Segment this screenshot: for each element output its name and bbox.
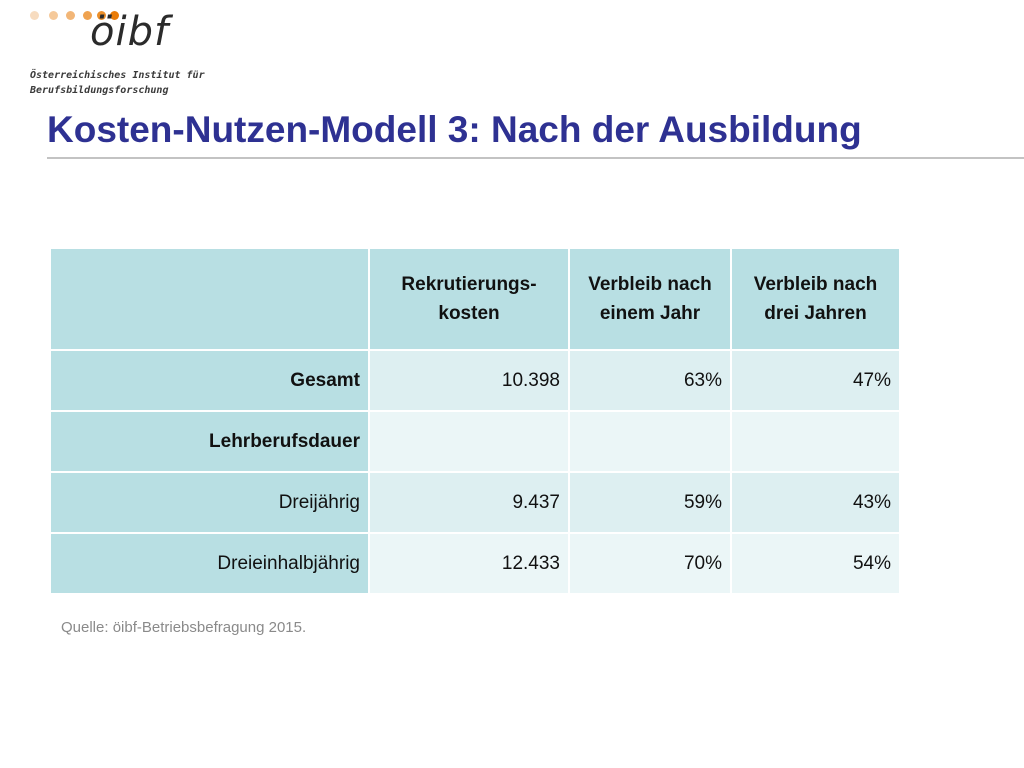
header-cell-retention-one-year: Verbleib nach einem Jahr [570, 249, 730, 349]
header-cell-empty [51, 249, 368, 349]
table-cell [370, 412, 568, 471]
table-header-row: Rekrutierungs- kosten Verbleib nach eine… [51, 249, 899, 349]
row-label: Dreijährig [51, 473, 368, 532]
table-cell: 47% [732, 351, 899, 410]
logo-dot-4 [83, 11, 92, 20]
table-cell: 43% [732, 473, 899, 532]
logo-wordmark: öibf [90, 9, 170, 55]
table-row: Dreieinhalbjährig 12.433 70% 54% [51, 534, 899, 593]
table-cell [732, 412, 899, 471]
row-label: Lehrberufsdauer [51, 412, 368, 471]
table-cell [570, 412, 730, 471]
logo-dot-5 [97, 11, 106, 20]
row-label: Gesamt [51, 351, 368, 410]
table-cell: 70% [570, 534, 730, 593]
logo-dot-3 [66, 11, 75, 20]
row-label: Dreieinhalbjährig [51, 534, 368, 593]
slide-title: Kosten-Nutzen-Modell 3: Nach der Ausbild… [47, 109, 862, 150]
table-row: Gesamt 10.398 63% 47% [51, 351, 899, 410]
table-cell: 54% [732, 534, 899, 593]
header-line: einem Jahr [599, 303, 701, 324]
logo-dot-1 [30, 11, 39, 20]
table-cell: 63% [570, 351, 730, 410]
table-cell: 59% [570, 473, 730, 532]
logo-dot-2 [49, 11, 58, 20]
header-cell-recruitment-costs: Rekrutierungs- kosten [370, 249, 568, 349]
header-line: Rekrutierungs- [401, 274, 537, 295]
table-cell: 12.433 [370, 534, 568, 593]
header-line: kosten [438, 303, 500, 324]
organization-name-line-2: Berufsbildungsforschung [30, 85, 169, 96]
table-row: Dreijährig 9.437 59% 43% [51, 473, 899, 532]
header-line: drei Jahren [764, 303, 867, 324]
data-table: Rekrutierungs- kosten Verbleib nach eine… [49, 247, 901, 595]
header-cell-retention-three-years: Verbleib nach drei Jahren [732, 249, 899, 349]
header-line: Verbleib nach [753, 274, 878, 295]
table-cell: 10.398 [370, 351, 568, 410]
organization-name-line-1: Österreichisches Institut für [30, 70, 205, 81]
logo-dot-6 [110, 11, 119, 20]
table-row: Lehrberufsdauer [51, 412, 899, 471]
table-cell: 9.437 [370, 473, 568, 532]
header-line: Verbleib nach [588, 274, 712, 295]
title-divider [47, 157, 1024, 159]
source-note: Quelle: öibf-Betriebsbefragung 2015. [61, 619, 307, 636]
